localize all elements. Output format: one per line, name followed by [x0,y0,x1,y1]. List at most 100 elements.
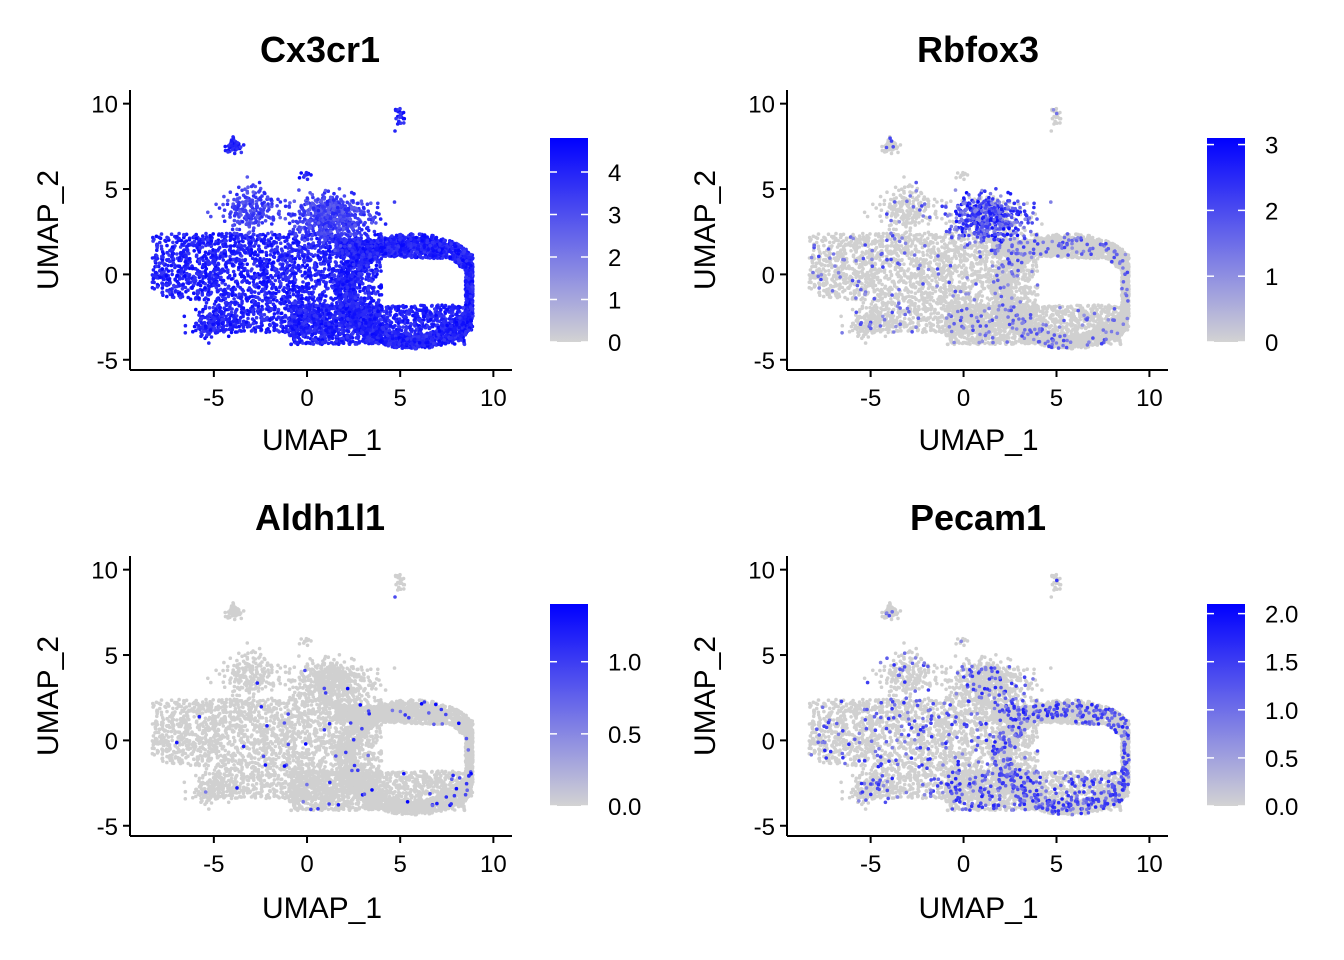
cell-point [291,272,295,276]
cell-point [273,251,277,255]
cell-point [273,248,277,252]
cell-point [240,301,244,305]
cell-point [300,250,304,254]
cell-point [199,246,203,250]
cell-point [277,329,281,333]
cell-point [241,236,245,240]
cell-point [248,286,252,290]
cell-point [327,263,331,267]
cell-point [229,244,233,248]
cell-point [203,286,207,290]
cell-point [210,291,214,295]
cell-point [246,317,250,321]
cell-point [250,248,254,252]
cell-point [352,263,356,267]
cell-point [152,268,156,272]
cell-point [177,237,181,241]
cell-point [264,331,268,335]
cell-point [220,270,224,274]
cell-point [201,237,205,241]
cell-point [173,263,177,267]
cell-point [334,269,338,273]
cell-point [238,296,242,300]
cell-point [266,327,270,331]
cell-point [204,296,208,300]
cell-point [252,312,256,316]
cell-point [259,328,263,332]
cell-point [153,256,157,260]
cell-point [253,253,257,257]
cell-point [294,278,298,282]
cell-point [319,273,323,277]
cell-point [272,298,276,302]
cell-point [378,263,382,267]
cell-point [258,237,262,241]
cell-point [207,277,211,281]
cell-point [237,304,241,308]
cell-point [237,258,241,262]
cell-point [171,293,175,297]
cell-point [190,241,194,245]
cell-point [281,320,285,324]
cell-point [198,259,202,263]
cell-point [379,269,383,273]
panel-title: Cx3cr1 [260,29,380,70]
cell-point [168,290,172,294]
cell-point [358,283,362,287]
cell-point [295,285,299,289]
cell-point [266,276,270,280]
cell-point [198,280,202,284]
cell-point [251,317,255,321]
cell-point [273,312,277,316]
cell-point [266,280,270,284]
cell-point [234,288,238,292]
cell-point [310,237,314,241]
cell-point [340,249,344,253]
cell-point [241,258,245,262]
cell-point [172,252,176,256]
cell-point [334,260,338,264]
cell-point [224,297,228,301]
cell-point [292,293,296,297]
cell-point [211,254,215,258]
cell-point [221,255,225,259]
cell-point [305,290,309,294]
cell-point [238,292,242,296]
cell-point [255,282,259,286]
cell-point [151,236,155,240]
cell-point [206,261,210,265]
cell-point [291,288,295,292]
cell-point [295,294,299,298]
cell-point [184,267,188,271]
cell-point [156,285,160,289]
cell-point [453,249,457,253]
cell-point [273,233,277,237]
cell-point [315,272,319,276]
cell-point [370,297,374,301]
cell-point [291,268,295,272]
cell-point [431,241,435,245]
cell-point [157,236,161,240]
cell-point [290,260,294,264]
cell-point [257,305,261,309]
cell-point [285,254,289,258]
cell-point [245,297,249,301]
cell-point [268,324,272,328]
cell-point [300,294,304,298]
cell-point [198,270,202,274]
cell-point [245,247,249,251]
cell-point [186,288,190,292]
cell-point [219,288,223,292]
cell-point [204,244,208,248]
cell-point [327,268,331,272]
cell-point [223,292,227,296]
cell-point [165,251,169,255]
cell-point [279,281,283,285]
cell-point [181,282,185,286]
cell-point [313,263,317,267]
cell-point [262,276,266,280]
cell-point [280,247,284,251]
cell-points [151,107,475,351]
cell-point [175,274,179,278]
